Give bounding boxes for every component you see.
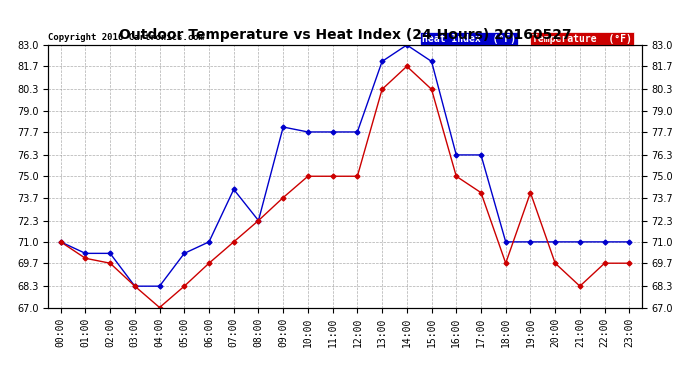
Title: Outdoor Temperature vs Heat Index (24 Hours) 20160527: Outdoor Temperature vs Heat Index (24 Ho… xyxy=(119,28,571,42)
Text: Heat Index  (°F): Heat Index (°F) xyxy=(422,34,516,44)
Text: Temperature  (°F): Temperature (°F) xyxy=(532,34,632,44)
Text: Copyright 2016 Cartronics.com: Copyright 2016 Cartronics.com xyxy=(48,33,204,42)
